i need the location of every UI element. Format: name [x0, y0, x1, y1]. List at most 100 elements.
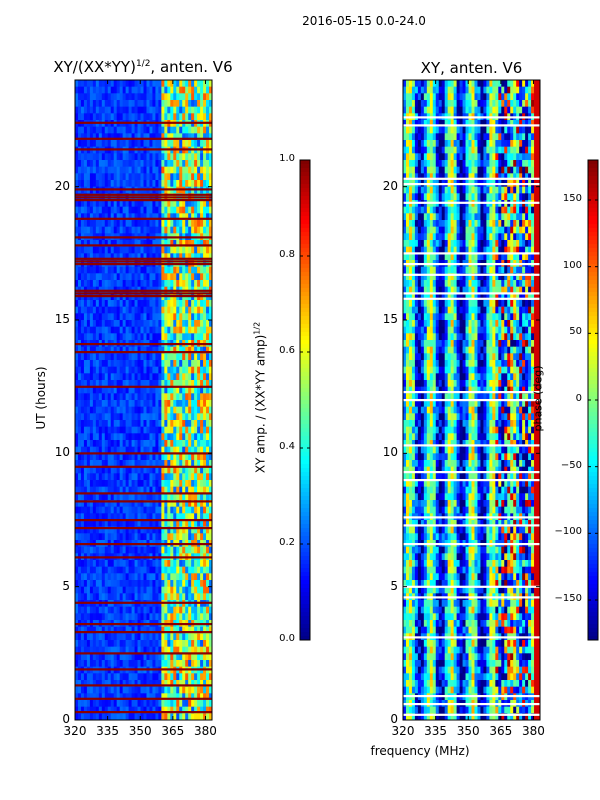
heatmap-cell [164, 440, 168, 448]
heatmap-cell [155, 433, 159, 441]
heatmap-cell [75, 393, 79, 401]
heatmap-cell [80, 613, 85, 621]
heatmap-cell [83, 213, 88, 221]
heatmap-cell [140, 240, 144, 248]
heatmap-cell [83, 573, 88, 581]
heatmap-cell [176, 333, 180, 341]
heatmap-cell [125, 460, 130, 468]
heatmap-cell [77, 220, 82, 228]
heatmap-cell [170, 166, 174, 174]
heatmap-cell [197, 680, 201, 688]
heatmap-cell [170, 106, 174, 114]
heatmap-cell [522, 146, 526, 154]
heatmap-cell [444, 133, 449, 141]
heatmap-cell [197, 566, 201, 574]
heatmap-cell [432, 133, 437, 141]
heatmap-cell [95, 586, 100, 594]
heatmap-cell [441, 80, 446, 88]
heatmap-cell [191, 426, 195, 434]
heatmap-cell [77, 353, 82, 361]
heatmap-cell [113, 246, 118, 254]
heatmap-cell [164, 113, 168, 121]
heatmap-cell [86, 700, 91, 708]
heatmap-cell [170, 693, 174, 701]
heatmap-cell [116, 153, 121, 161]
heatmap-cell [188, 226, 192, 234]
heatmap-cell [197, 173, 201, 181]
heatmap-cell [75, 593, 79, 601]
heatmap-cell [149, 473, 153, 481]
heatmap-cell [95, 306, 100, 314]
heatmap-cell [462, 126, 466, 134]
heatmap-cell [203, 693, 207, 701]
heatmap-cell [200, 566, 204, 574]
heatmap-cell [128, 100, 132, 108]
heatmap-cell [134, 660, 138, 668]
heatmap-cell [179, 393, 183, 401]
heatmap-cell [182, 346, 186, 354]
heatmap-cell [98, 673, 103, 681]
heatmap-cell [119, 173, 124, 181]
heatmap-cell [149, 493, 153, 501]
heatmap-cell [149, 400, 153, 408]
heatmap-cell [86, 640, 91, 648]
flagged-row [75, 148, 212, 151]
heatmap-cell [149, 613, 153, 621]
heatmap-cell [158, 213, 162, 221]
heatmap-cell [173, 353, 177, 361]
heatmap-cell [209, 566, 213, 574]
heatmap-cell [206, 400, 210, 408]
heatmap-cell [140, 246, 144, 254]
heatmap-cell [200, 393, 204, 401]
heatmap-cell [101, 100, 106, 108]
heatmap-cell [459, 146, 463, 154]
heatmap-cell [140, 440, 144, 448]
heatmap-cell [131, 160, 135, 168]
heatmap-cell [182, 460, 186, 468]
heatmap-cell [465, 93, 469, 101]
heatmap-cell [143, 266, 147, 274]
heatmap-cell [140, 693, 144, 701]
heatmap-cell [152, 626, 156, 634]
heatmap-cell [203, 206, 207, 214]
heatmap-cell [188, 366, 192, 374]
heatmap-cell [110, 706, 115, 714]
heatmap-cell [209, 400, 213, 408]
heatmap-cell [107, 253, 112, 261]
heatmap-cell [98, 420, 103, 428]
heatmap-cell [161, 173, 165, 181]
heatmap-cell [137, 400, 141, 408]
heatmap-cell [137, 440, 141, 448]
heatmap-cell [152, 106, 156, 114]
heatmap-cell [107, 366, 112, 374]
heatmap-cell [137, 513, 141, 521]
heatmap-cell [89, 513, 94, 521]
heatmap-cell [131, 200, 135, 208]
heatmap-cell [170, 573, 174, 581]
heatmap-cell [128, 653, 132, 661]
heatmap-cell [110, 520, 115, 528]
heatmap-cell [203, 213, 207, 221]
heatmap-cell [182, 526, 186, 534]
heatmap-cell [200, 333, 204, 341]
heatmap-cell [200, 533, 204, 541]
heatmap-cell [200, 113, 204, 121]
heatmap-cell [429, 100, 434, 108]
heatmap-cell [507, 140, 511, 148]
heatmap-cell [411, 153, 416, 161]
heatmap-cell [140, 706, 144, 714]
heatmap-cell [191, 680, 195, 688]
heatmap-cell [107, 633, 112, 641]
heatmap-cell [131, 313, 135, 321]
heatmap-cell [182, 133, 186, 141]
heatmap-cell [182, 406, 186, 414]
heatmap-cell [86, 313, 91, 321]
heatmap-cell [104, 453, 109, 461]
heatmap-cell [176, 693, 180, 701]
heatmap-cell [77, 126, 82, 134]
heatmap-cell [188, 573, 192, 581]
heatmap-cell [128, 640, 132, 648]
heatmap-cell [125, 446, 130, 454]
heatmap-cell [182, 126, 186, 134]
heatmap-cell [176, 206, 180, 214]
